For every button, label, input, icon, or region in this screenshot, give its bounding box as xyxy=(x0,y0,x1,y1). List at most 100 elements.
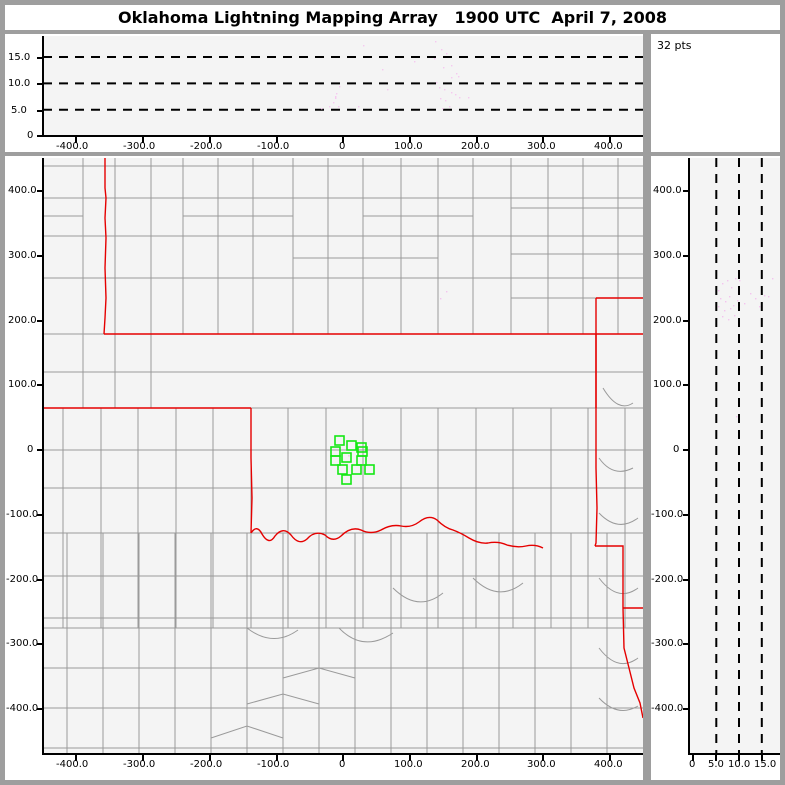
map-svg xyxy=(43,158,643,754)
map-plot-area[interactable] xyxy=(43,158,643,754)
right-x-axis xyxy=(688,753,780,755)
map-x-axis xyxy=(42,753,643,755)
map-y-ticklabel-400: 400.0 xyxy=(8,185,37,196)
right-x-ticklabel-5: 5.0 xyxy=(708,759,724,770)
map-x-tick-100 xyxy=(409,755,411,761)
map-x-ticklabel-0: 0 xyxy=(339,759,346,770)
right-y-tick-300 xyxy=(683,255,689,257)
top-x-ticklabel--300: -300.0 xyxy=(123,141,156,152)
lma-source-markers xyxy=(330,435,375,485)
page-title: Oklahoma Lightning Mapping Array 1900 UT… xyxy=(117,8,667,27)
top-x-ticklabel-200: 200.0 xyxy=(461,141,490,152)
map-y-ticklabel--100: -100.0 xyxy=(6,509,39,520)
top-x-tick--300 xyxy=(142,137,144,143)
map-y-ticklabel-0: 0 xyxy=(27,444,34,455)
top-faint-sources xyxy=(321,41,470,110)
map-y-ticklabel-200: 200.0 xyxy=(8,315,37,326)
map-y-tick--400 xyxy=(37,708,43,710)
top-x-ticklabel-100: 100.0 xyxy=(394,141,423,152)
right-y-tick--300 xyxy=(683,643,689,645)
map-x-ticklabel-200: 200.0 xyxy=(461,759,490,770)
map-x-tick-400 xyxy=(609,755,611,761)
right-altitude-plot-area[interactable] xyxy=(689,158,780,754)
right-y-ticklabel--100: -100.0 xyxy=(651,509,684,520)
top-x-tick--200 xyxy=(209,137,211,143)
right-altitude-panel[interactable]: 400.0 300.0 200.0 100.0 0 -100.0 -200.0 … xyxy=(651,156,780,780)
right-y-ticklabel-300: 300.0 xyxy=(653,250,682,261)
top-y-ticklabel-15: 15.0 xyxy=(8,52,31,63)
top-gridlines xyxy=(43,56,643,111)
right-y-ticklabel-400: 400.0 xyxy=(653,185,682,196)
top-y-tick-15 xyxy=(37,57,43,59)
right-y-ticklabel--400: -400.0 xyxy=(651,703,684,714)
right-y-tick--200 xyxy=(683,579,689,581)
right-x-tick-0 xyxy=(692,755,694,761)
right-y-tick--400 xyxy=(683,708,689,710)
top-x-ticklabel--200: -200.0 xyxy=(190,141,223,152)
top-altitude-plot-area[interactable] xyxy=(43,36,643,136)
top-x-tick-200 xyxy=(476,137,478,143)
title-bar: Oklahoma Lightning Mapping Array 1900 UT… xyxy=(5,5,780,30)
right-y-tick-100 xyxy=(683,384,689,386)
right-y-ticklabel--300: -300.0 xyxy=(651,638,684,649)
top-x-ticklabel--100: -100.0 xyxy=(257,141,290,152)
map-y-ticklabel-100: 100.0 xyxy=(8,379,37,390)
map-y-tick-400 xyxy=(37,190,43,192)
map-x-tick--300 xyxy=(142,755,144,761)
right-y-tick-200 xyxy=(683,320,689,322)
map-y-axis xyxy=(42,158,44,754)
right-x-ticklabel-0: 0 xyxy=(689,759,696,770)
top-x-ticklabel-400: 400.0 xyxy=(594,141,623,152)
map-faint-sources xyxy=(348,291,448,457)
right-y-tick--100 xyxy=(683,514,689,516)
top-x-ticklabel-300: 300.0 xyxy=(527,141,556,152)
point-count-label: 32 pts xyxy=(657,39,692,52)
map-y-ticklabel--200: -200.0 xyxy=(6,574,39,585)
map-x-tick-0 xyxy=(342,755,344,761)
right-x-ticklabel-15: 15.0 xyxy=(754,759,777,770)
right-x-tick-10 xyxy=(738,755,740,761)
map-panel[interactable]: 400.0 300.0 200.0 100.0 0 -100.0 -200.0 … xyxy=(5,156,643,780)
map-y-ticklabel--300: -300.0 xyxy=(6,638,39,649)
top-x-tick-400 xyxy=(609,137,611,143)
map-x-tick-300 xyxy=(542,755,544,761)
top-y-tick-0 xyxy=(37,135,43,137)
right-gridlines xyxy=(715,158,763,754)
map-x-ticklabel--400: -400.0 xyxy=(56,759,89,770)
top-x-tick-300 xyxy=(542,137,544,143)
top-y-ticklabel-10: 10.0 xyxy=(8,78,31,89)
top-x-tick-0 xyxy=(342,137,344,143)
top-x-ticklabel-0: 0 xyxy=(339,141,346,152)
map-y-ticklabel--400: -400.0 xyxy=(6,703,39,714)
map-x-ticklabel-400: 400.0 xyxy=(594,759,623,770)
top-x-tick--100 xyxy=(276,137,278,143)
top-x-ticklabel--400: -400.0 xyxy=(56,141,89,152)
map-x-ticklabel-300: 300.0 xyxy=(527,759,556,770)
right-faint-sources xyxy=(718,278,774,418)
map-x-tick--400 xyxy=(75,755,77,761)
top-y-axis xyxy=(42,36,44,136)
right-x-tick-15 xyxy=(761,755,763,761)
map-x-tick--200 xyxy=(209,755,211,761)
right-x-tick-5 xyxy=(715,755,717,761)
map-y-tick--100 xyxy=(37,514,43,516)
right-y-ticklabel-0: 0 xyxy=(673,444,680,455)
right-y-ticklabel-200: 200.0 xyxy=(653,315,682,326)
map-x-ticklabel--100: -100.0 xyxy=(257,759,290,770)
map-x-ticklabel--300: -300.0 xyxy=(123,759,156,770)
top-x-tick--400 xyxy=(75,137,77,143)
state-boundaries xyxy=(43,158,643,719)
county-boundaries xyxy=(43,158,643,754)
top-panel-svg xyxy=(43,36,643,136)
top-altitude-panel[interactable]: 15.0 10.0 5.0 0 -400.0 -300.0 -200.0 -10… xyxy=(5,34,643,152)
map-x-tick--100 xyxy=(276,755,278,761)
map-y-ticklabel-300: 300.0 xyxy=(8,250,37,261)
map-y-tick--200 xyxy=(37,579,43,581)
top-y-ticklabel-0: 0 xyxy=(27,130,34,141)
top-y-ticklabel-5: 5.0 xyxy=(11,105,27,116)
map-y-tick-300 xyxy=(37,255,43,257)
right-panel-svg xyxy=(689,158,780,754)
top-y-tick-5 xyxy=(37,110,43,112)
right-y-axis xyxy=(688,158,690,754)
map-x-tick-200 xyxy=(476,755,478,761)
